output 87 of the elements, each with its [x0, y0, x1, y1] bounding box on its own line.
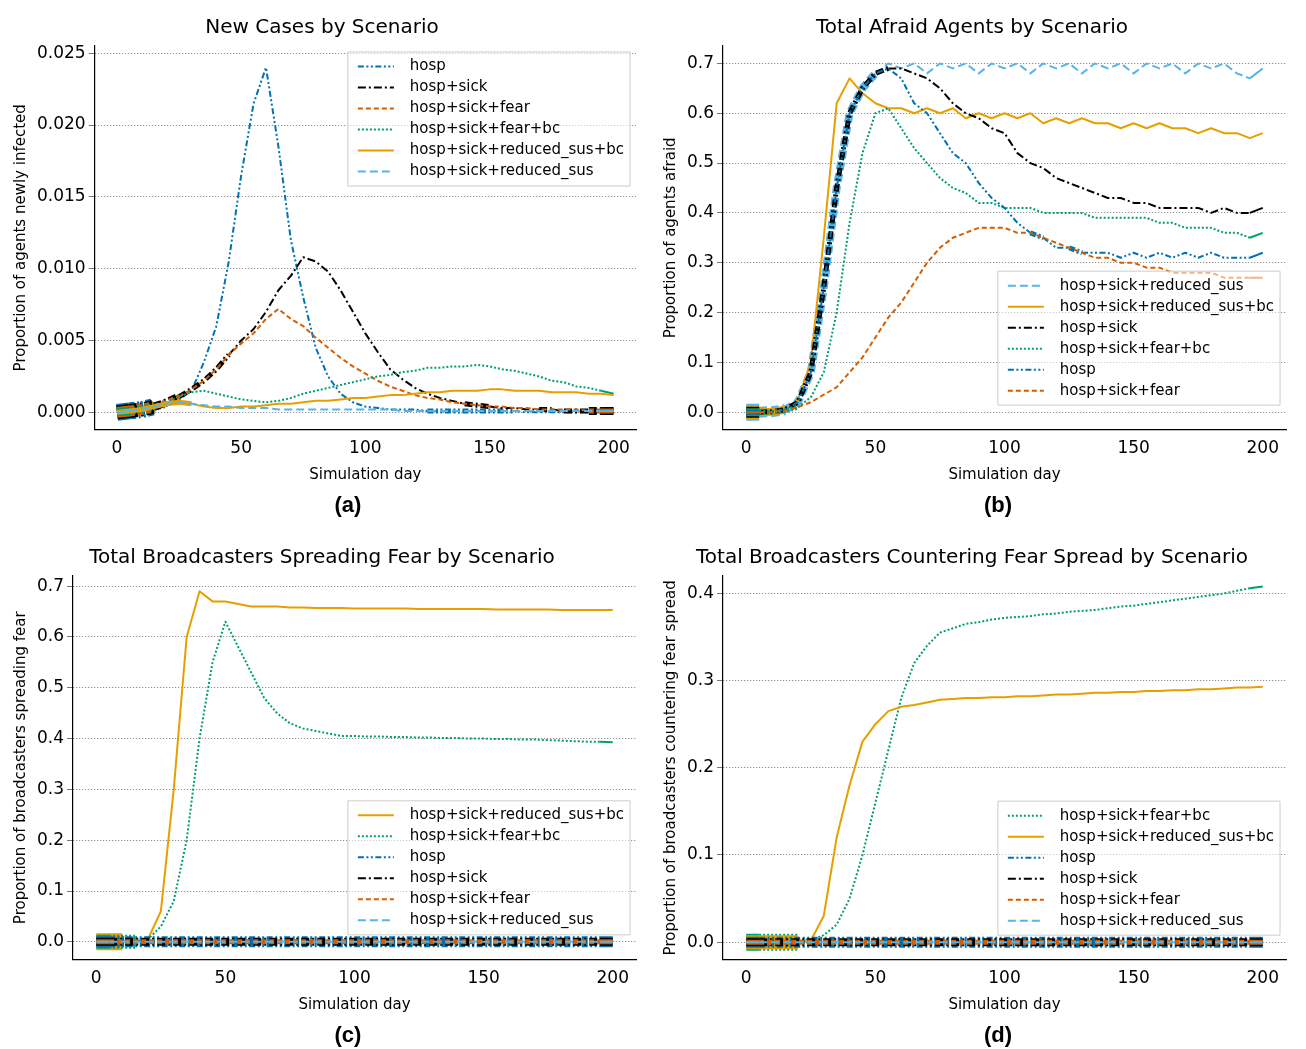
x-axis-title: Simulation day [309, 464, 422, 483]
x-tick-label: 100 [338, 967, 371, 988]
legend-label: hosp+sick+fear [409, 98, 531, 117]
x-tick-label: 100 [349, 437, 382, 458]
x-tick-label: 0 [90, 967, 102, 988]
y-tick-label: 0.020 [37, 113, 86, 134]
y-axis-title: Proportion of broadcasters spreading fear [10, 610, 29, 925]
y-tick-label: 0.4 [686, 201, 715, 222]
x-axis-title: Simulation day [298, 994, 411, 1013]
legend-label: hosp+sick+fear+bc [1059, 338, 1211, 357]
y-tick-label: 0.1 [686, 843, 715, 864]
y-tick-label: 0.6 [36, 625, 65, 646]
y-axis-title: Proportion of agents afraid [660, 137, 679, 339]
x-tick-label: 200 [597, 437, 630, 458]
legend-label: hosp+sick+reduced_sus [1059, 910, 1244, 930]
legend-label: hosp [1059, 359, 1096, 378]
legend-label: hosp+sick+reduced_sus [409, 161, 594, 181]
legend-label: hosp [409, 56, 446, 75]
y-tick-label: 0.1 [36, 879, 65, 900]
legend-label: hosp+sick+reduced_sus [1059, 275, 1244, 295]
y-tick-label: 0.0 [686, 930, 715, 951]
x-tick-label: 150 [1117, 967, 1150, 988]
y-tick-label: 0.2 [36, 828, 65, 849]
x-tick-label: 150 [467, 967, 500, 988]
y-tick-label: 0.2 [686, 300, 715, 321]
text: (c) [334, 1022, 362, 1048]
legend-label: hosp+sick [409, 77, 488, 96]
y-tick-label: 0.4 [686, 581, 715, 602]
y-tick-label: 0.015 [37, 185, 86, 206]
y-axis-title: Proportion of broadcasters countering fear spread [660, 580, 679, 956]
text: (d) [983, 1022, 1013, 1048]
y-tick-label: 0.0 [36, 930, 65, 951]
x-tick-label: 100 [988, 967, 1021, 988]
chart-title: Total Broadcasters Countering Fear Spread by Scenario [695, 544, 1248, 569]
x-tick-label: 200 [1246, 967, 1279, 988]
legend-label: hosp+sick+fear [1059, 380, 1181, 399]
y-tick-label: 0.1 [686, 350, 715, 371]
x-tick-label: 200 [596, 967, 629, 988]
legend-label: hosp+sick+reduced_sus+bc [1059, 826, 1274, 846]
y-tick-label: 0.0 [686, 400, 715, 421]
x-tick-label: 50 [864, 967, 887, 988]
legend-label: hosp [409, 847, 446, 866]
x-tick-label: 0 [740, 437, 752, 458]
y-tick-label: 0.7 [686, 51, 715, 72]
x-axis-title: Simulation day [948, 464, 1061, 483]
y-tick-label: 0.2 [686, 756, 715, 777]
legend-label: hosp+sick [1059, 317, 1138, 336]
legend-label: hosp+sick [1059, 868, 1138, 887]
legend-label: hosp+sick+reduced_sus+bc [409, 140, 624, 160]
y-tick-label: 0.010 [37, 257, 86, 278]
x-tick-label: 200 [1246, 437, 1279, 458]
x-tick-label: 50 [230, 437, 252, 458]
x-tick-label: 100 [988, 437, 1021, 458]
y-tick-label: 0.3 [686, 251, 715, 272]
x-tick-label: 50 [214, 967, 237, 988]
y-tick-label: 0.000 [37, 400, 86, 421]
x-tick-label: 150 [1117, 437, 1150, 458]
legend-label: hosp+sick+fear [1059, 889, 1181, 908]
x-axis-title: Simulation day [948, 994, 1061, 1013]
legend-label: hosp+sick+fear [409, 889, 531, 908]
y-tick-label: 0.6 [686, 101, 715, 122]
chart-title: New Cases by Scenario [205, 14, 439, 39]
x-tick-label: 0 [740, 967, 752, 988]
y-tick-label: 0.3 [36, 777, 65, 798]
y-axis-title: Proportion of agents newly infected [10, 104, 29, 372]
y-tick-label: 0.5 [686, 151, 715, 172]
text: (b) [983, 492, 1013, 518]
y-tick-label: 0.5 [36, 676, 65, 697]
x-tick-label: 50 [864, 437, 887, 458]
legend-label: hosp+sick+reduced_sus [409, 910, 594, 930]
text: (a) [334, 492, 362, 518]
legend-label: hosp+sick+reduced_sus+bc [1059, 296, 1274, 316]
chart-title: Total Afraid Agents by Scenario [815, 14, 1128, 39]
y-tick-label: 0.3 [686, 669, 715, 690]
legend-label: hosp+sick+fear+bc [1059, 805, 1211, 824]
legend-label: hosp+sick+fear+bc [409, 119, 561, 138]
legend-label: hosp+sick+reduced_sus+bc [409, 805, 624, 825]
y-tick-label: 0.025 [37, 41, 86, 62]
legend-label: hosp+sick+fear+bc [409, 826, 561, 845]
y-tick-label: 0.005 [37, 328, 86, 349]
chart-title: Total Broadcasters Spreading Fear by Scenario [88, 544, 555, 569]
x-tick-label: 0 [111, 437, 123, 458]
y-tick-label: 0.4 [36, 727, 65, 748]
x-tick-label: 150 [473, 437, 506, 458]
legend-label: hosp [1059, 847, 1096, 866]
legend-label: hosp+sick [409, 868, 488, 887]
y-tick-label: 0.7 [36, 574, 65, 595]
